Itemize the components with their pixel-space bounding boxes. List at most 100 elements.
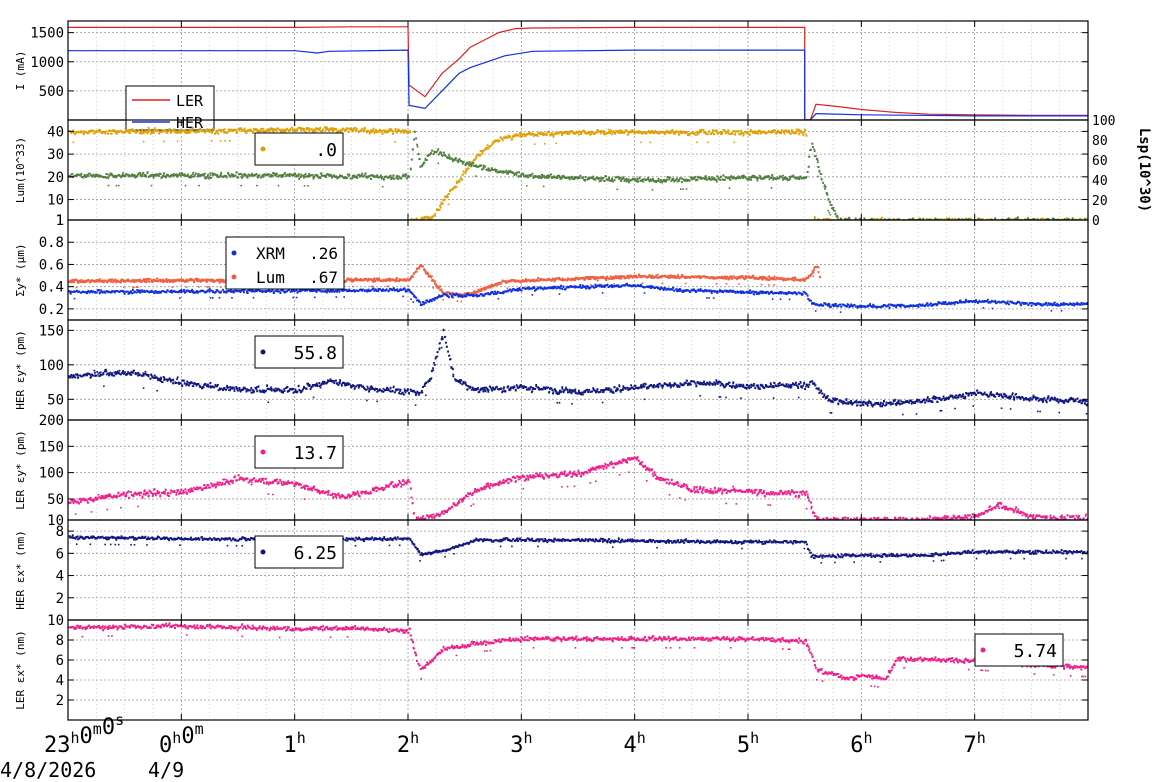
data-point [840,221,842,223]
data-point [467,163,470,165]
data-point [763,176,766,179]
data-point [800,130,803,133]
data-point [419,264,422,266]
data-point [133,129,136,132]
data-point [724,130,726,133]
data-point [977,218,979,220]
data-point [952,221,954,223]
data-point [210,177,213,179]
data-point [961,221,963,223]
data-point [153,278,156,281]
data-point [78,131,80,134]
data-point [296,175,299,178]
data-point [808,155,810,158]
data-point [554,176,557,179]
data-point [179,174,182,177]
data-point [271,127,274,130]
data-point [461,162,464,165]
data-point [925,222,927,224]
data-point [232,175,235,178]
data-point [828,211,831,214]
data-point [788,129,790,132]
data-point [305,127,308,129]
data-point [752,131,755,134]
data-point [960,218,963,220]
data-point [390,178,392,180]
data-point [80,172,83,175]
data-point [119,280,122,283]
y2-tick-label: 100 [1092,114,1115,129]
data-point [180,129,183,132]
data-point [829,201,831,204]
data-point [240,176,243,178]
data-point [97,280,100,282]
data-point [158,132,161,135]
data-point [710,179,713,181]
data-point [890,222,892,224]
data-point [983,221,985,223]
data-point [504,280,507,282]
data-point [457,161,460,164]
data-point [219,140,222,142]
data-point [274,172,276,175]
data-point [385,131,388,134]
data-point [410,218,413,220]
data-point [387,131,389,134]
data-point [240,184,242,187]
data-point [783,132,786,135]
data-point [272,172,274,174]
data-point [333,175,336,178]
data-point [300,176,302,178]
data-point [612,131,615,133]
data-point [525,175,527,178]
data-point [641,131,644,134]
data-point [252,132,255,134]
data-point [576,132,579,134]
data-point [626,134,629,136]
data-point [709,133,712,135]
data-point [280,128,283,131]
data-point [183,131,186,133]
data-point [201,130,204,133]
data-point [88,129,91,132]
data-point [155,279,157,282]
data-point [763,177,766,180]
data-point [111,280,114,283]
data-point [74,133,76,136]
data-point [407,131,409,133]
data-point [426,154,429,157]
data-point [507,171,509,174]
data-point [71,281,73,283]
data-point [719,179,722,181]
data-point [423,269,426,272]
data-point [477,289,480,292]
data-point [283,172,286,175]
data-point [733,130,735,132]
data-point [515,173,518,176]
series-luminosity-0-dots [68,126,1091,224]
data-point [1035,221,1037,223]
data-point [209,172,212,175]
data-point [604,175,607,177]
data-point [252,127,255,130]
data-point [135,131,138,134]
data-point [192,173,194,176]
data-point [257,176,260,179]
data-point [541,132,544,134]
data-point [393,178,396,180]
data-point [798,132,801,134]
data-point [153,129,156,131]
data-point [415,270,418,273]
data-point [565,130,567,133]
data-point [782,179,784,181]
data-point [1089,220,1091,222]
data-point [712,130,715,133]
data-point [896,218,899,220]
data-point [168,128,171,130]
data-point [547,131,550,133]
data-point [794,176,796,179]
data-point [218,282,221,284]
data-point [1038,222,1040,224]
data-point [431,275,433,278]
data-point [1071,221,1073,223]
